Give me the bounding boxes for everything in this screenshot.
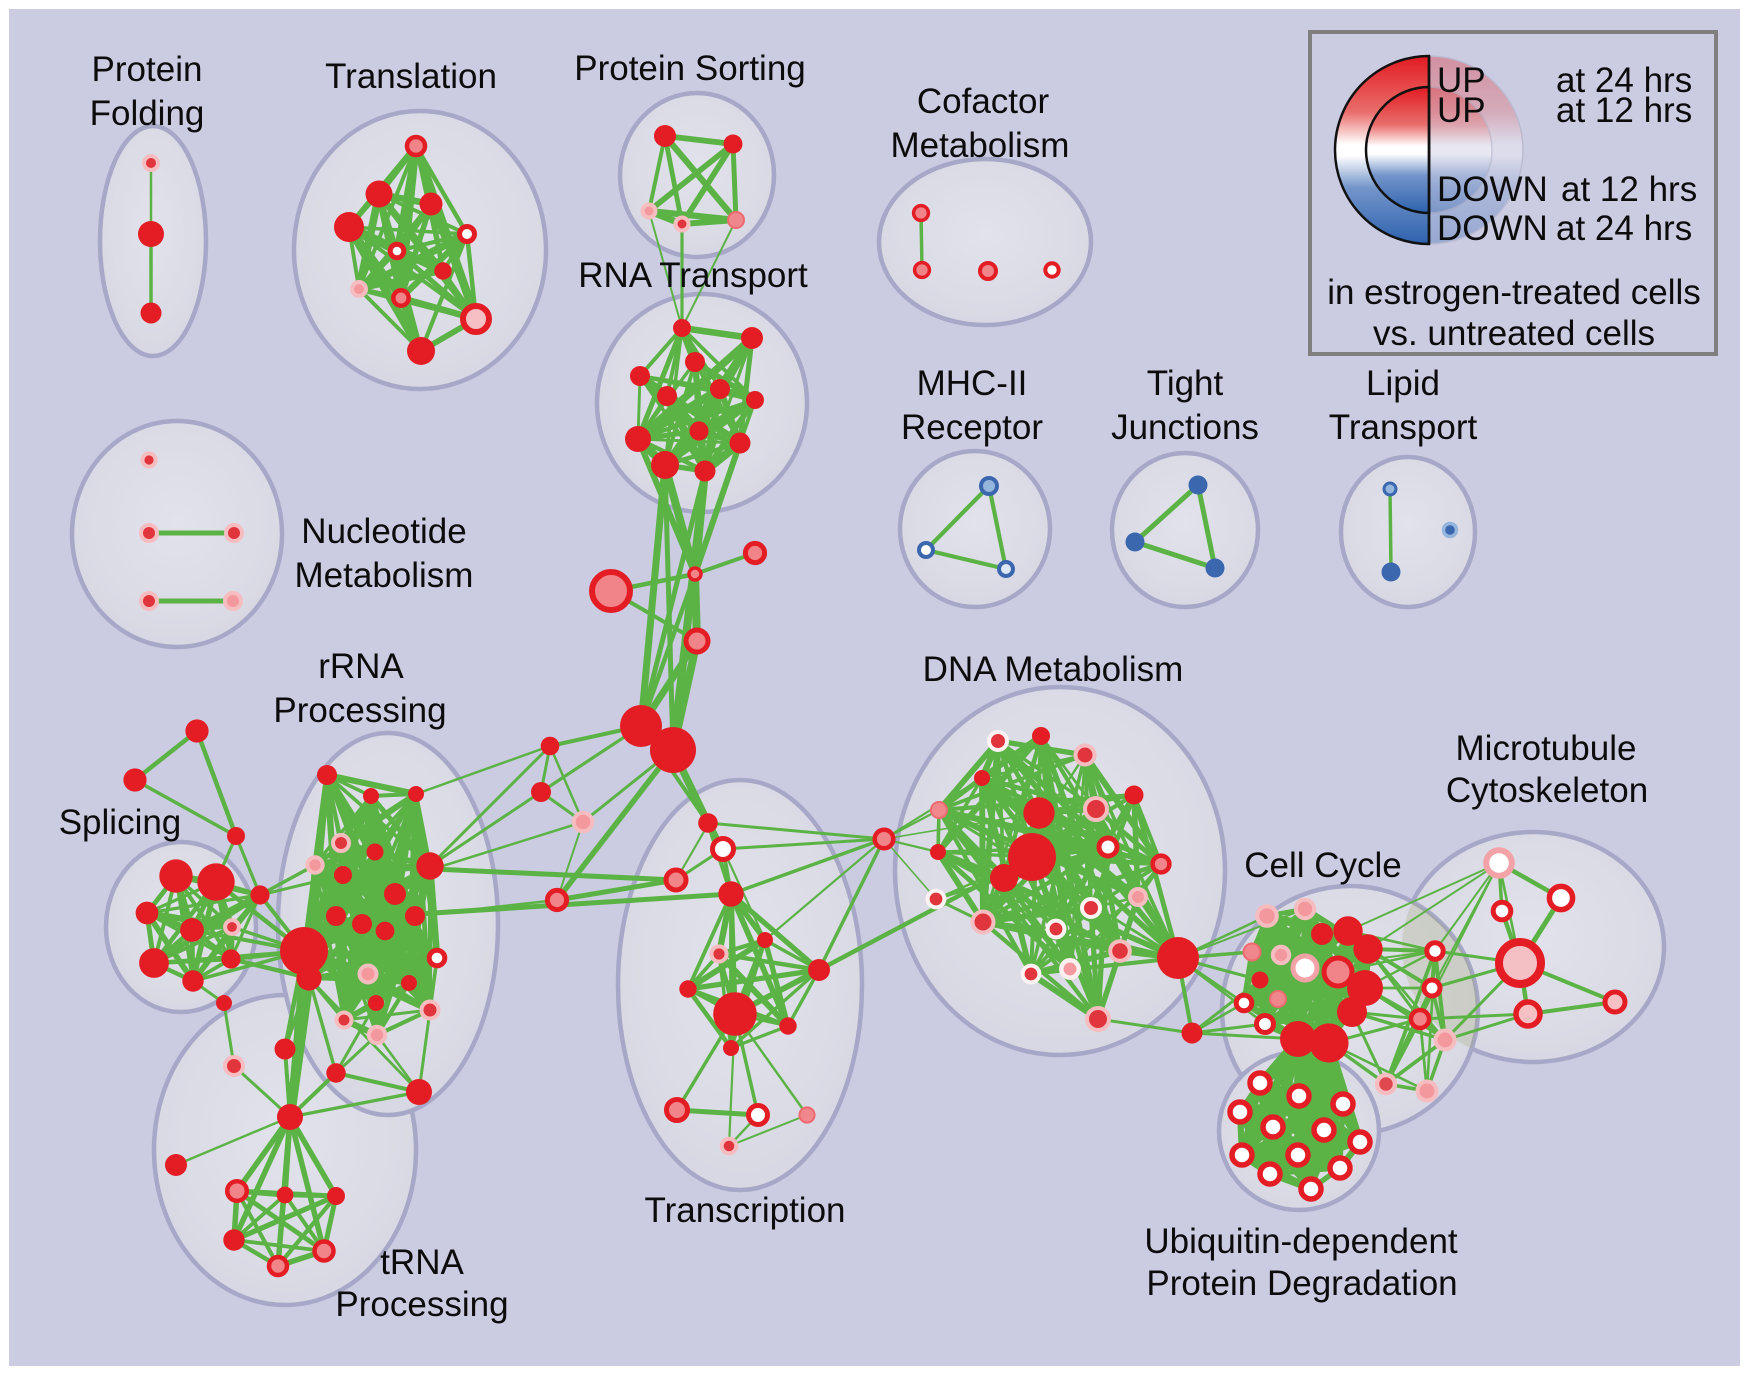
svg-text:MHC-II: MHC-II bbox=[917, 364, 1028, 403]
svg-text:Ubiquitin-dependent: Ubiquitin-dependent bbox=[1144, 1222, 1458, 1261]
svg-text:Lipid: Lipid bbox=[1366, 364, 1440, 403]
svg-text:Tight: Tight bbox=[1147, 364, 1224, 403]
svg-text:Translation: Translation bbox=[325, 57, 497, 96]
svg-text:rRNA: rRNA bbox=[318, 647, 404, 686]
svg-text:at 24 hrs: at 24 hrs bbox=[1556, 61, 1692, 100]
svg-text:Nucleotide: Nucleotide bbox=[301, 512, 466, 551]
svg-text:RNA Transport: RNA Transport bbox=[578, 256, 808, 295]
svg-text:Receptor: Receptor bbox=[901, 408, 1043, 447]
svg-text:in estrogen-treated cells: in estrogen-treated cells bbox=[1327, 273, 1701, 312]
svg-text:UP: UP bbox=[1437, 61, 1486, 100]
svg-text:Processing: Processing bbox=[335, 1285, 508, 1324]
svg-text:at 12 hrs: at 12 hrs bbox=[1556, 91, 1692, 130]
svg-text:at 12 hrs: at 12 hrs bbox=[1561, 170, 1697, 209]
svg-text:Cell Cycle: Cell Cycle bbox=[1244, 846, 1402, 885]
svg-text:DOWN: DOWN bbox=[1437, 209, 1548, 248]
svg-text:UP: UP bbox=[1437, 91, 1486, 130]
svg-text:Microtubule: Microtubule bbox=[1456, 729, 1637, 768]
svg-text:Transport: Transport bbox=[1329, 408, 1478, 447]
svg-text:Folding: Folding bbox=[90, 94, 205, 133]
svg-text:Protein Degradation: Protein Degradation bbox=[1146, 1264, 1457, 1303]
svg-text:Processing: Processing bbox=[273, 691, 446, 730]
svg-text:vs. untreated cells: vs. untreated cells bbox=[1373, 314, 1655, 353]
svg-text:Splicing: Splicing bbox=[59, 803, 182, 842]
svg-text:Transcription: Transcription bbox=[645, 1191, 846, 1230]
svg-text:DNA Metabolism: DNA Metabolism bbox=[923, 650, 1184, 689]
svg-text:Metabolism: Metabolism bbox=[295, 556, 474, 595]
svg-text:Cytoskeleton: Cytoskeleton bbox=[1446, 771, 1648, 810]
svg-text:Protein Sorting: Protein Sorting bbox=[574, 49, 806, 88]
svg-text:Cofactor: Cofactor bbox=[917, 82, 1050, 121]
svg-text:Protein: Protein bbox=[92, 50, 203, 89]
svg-text:Metabolism: Metabolism bbox=[891, 126, 1070, 165]
svg-text:Junctions: Junctions bbox=[1111, 408, 1259, 447]
svg-text:DOWN: DOWN bbox=[1437, 170, 1548, 209]
svg-text:at 24 hrs: at 24 hrs bbox=[1556, 209, 1692, 248]
svg-text:tRNA: tRNA bbox=[380, 1243, 464, 1282]
